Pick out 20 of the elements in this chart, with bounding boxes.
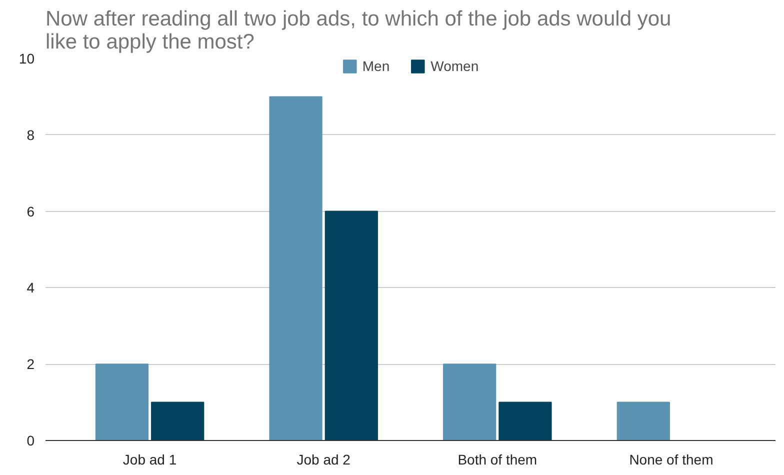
x-tick-label: Job ad 2 <box>296 452 351 468</box>
bar <box>95 364 149 440</box>
y-tick-label: 10 <box>18 50 35 66</box>
y-tick-label: 6 <box>26 203 35 220</box>
chart-title: Now after reading all two job ads, to which of the job ads would you like to apply the most? <box>46 8 672 54</box>
x-tick-label: None of them <box>629 452 714 468</box>
y-tick-label: 4 <box>26 280 35 296</box>
bar <box>498 402 552 440</box>
legend-label: Men <box>362 58 390 74</box>
x-tick-label: Both of them <box>458 452 538 468</box>
bar <box>324 210 378 440</box>
y-tick-label: 2 <box>26 356 35 372</box>
x-tick-label: Job ad 1 <box>122 452 177 468</box>
bar <box>151 402 204 440</box>
bar <box>616 402 670 440</box>
bar <box>269 96 322 440</box>
y-tick-label: 0 <box>26 432 35 448</box>
legend-label: Women <box>430 58 479 74</box>
y-tick-label: 8 <box>26 126 35 143</box>
bar <box>443 364 496 440</box>
